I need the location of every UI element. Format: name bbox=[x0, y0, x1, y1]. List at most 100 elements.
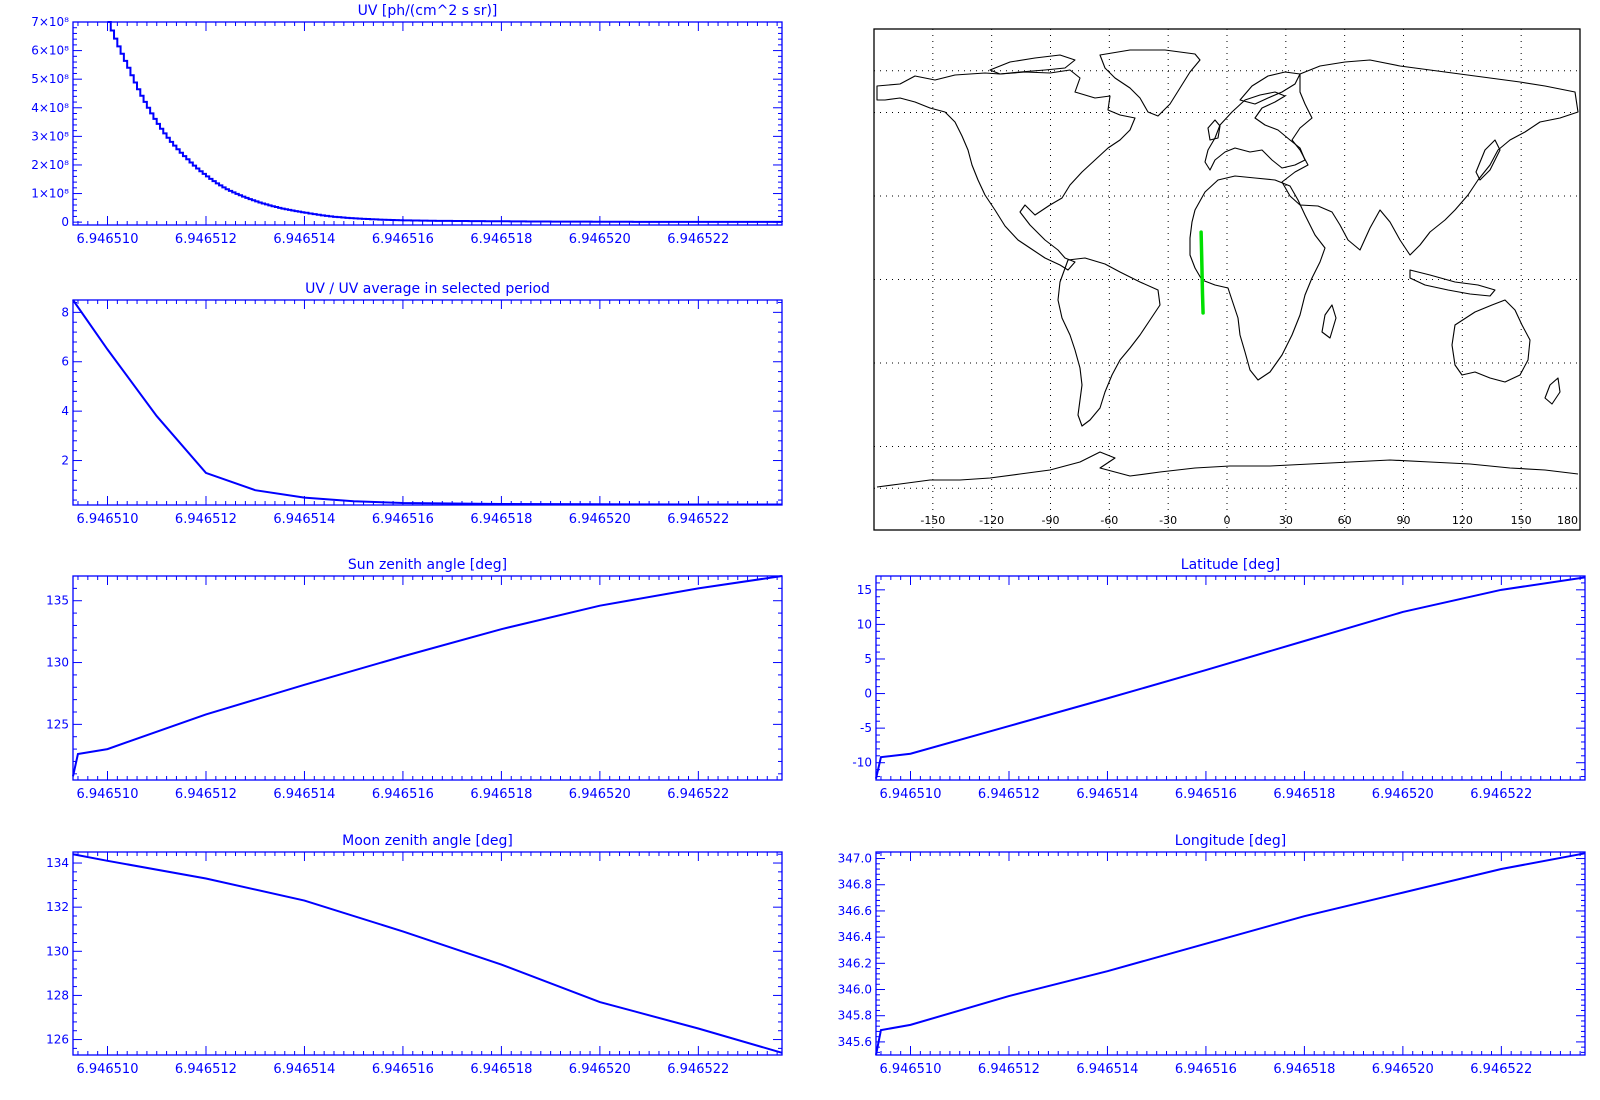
series-line-lon bbox=[875, 852, 1586, 1056]
x-tick-label: 6.946516 bbox=[1175, 1062, 1237, 1077]
y-tick-label: 128 bbox=[46, 988, 69, 1002]
y-tick-label: 346.8 bbox=[838, 878, 872, 892]
y-axis-ticks: 2 4 6 8 bbox=[61, 301, 782, 501]
coast-europe bbox=[1204, 91, 1306, 171]
x-tick-label: 6.946520 bbox=[569, 232, 631, 247]
y-tick-label: 346.6 bbox=[838, 904, 872, 918]
x-tick-label: 6.946512 bbox=[175, 232, 237, 247]
chart-title: UV / UV average in selected period bbox=[305, 281, 550, 297]
x-tick-label: 6.946522 bbox=[667, 1062, 729, 1077]
coast-asia bbox=[1281, 59, 1579, 256]
x-tick-label: 6.946514 bbox=[273, 512, 335, 527]
x-tick-label: 6.946518 bbox=[1273, 787, 1335, 802]
x-tick-label: 6.946514 bbox=[1076, 787, 1138, 802]
x-tick-label: 6.946522 bbox=[1470, 1062, 1532, 1077]
x-tick-label: 6.946516 bbox=[372, 512, 434, 527]
coast-new-zealand bbox=[1544, 377, 1561, 405]
map-lon-tick-label: -90 bbox=[1042, 514, 1060, 527]
x-tick-label: 6.946512 bbox=[175, 787, 237, 802]
y-axis-ticks: 345.6 345.8 346.0 346.2 346.4 346.6 346.8 347.0 bbox=[838, 852, 1585, 1053]
map-lon-tick-label: 0 bbox=[1224, 514, 1231, 527]
chart-title: UV [ph/(cm^2 s sr)] bbox=[358, 3, 498, 19]
map-lon-tick-label: 60 bbox=[1338, 514, 1352, 527]
y-tick-label: 346.4 bbox=[838, 930, 872, 944]
x-axis-ticks: 6.946510 6.946512 6.946514 6.946516 6.946518… bbox=[879, 852, 1581, 1077]
y-tick-label: 4 bbox=[61, 404, 69, 418]
x-tick-label: 6.946516 bbox=[372, 787, 434, 802]
y-tick-label: 10 bbox=[857, 617, 872, 631]
x-tick-label: 6.946518 bbox=[470, 1062, 532, 1077]
x-tick-label: 6.946510 bbox=[879, 1062, 941, 1077]
y-tick-label: -10 bbox=[852, 756, 872, 770]
x-axis-ticks: 6.946510 6.946512 6.946514 6.946516 6.946518… bbox=[76, 852, 778, 1077]
y-tick-label: 346.2 bbox=[838, 956, 872, 970]
x-tick-label: 6.946518 bbox=[470, 232, 532, 247]
coast-scandinavia bbox=[1239, 71, 1301, 105]
x-tick-label: 6.946514 bbox=[1076, 1062, 1138, 1077]
y-tick-label: 4×10⁸ bbox=[31, 101, 69, 115]
chart-panel-sza: Sun zenith angle [deg] 6.946510 6.946512 6.… bbox=[46, 557, 783, 802]
x-tick-label: 6.946518 bbox=[470, 787, 532, 802]
coast-north-america bbox=[876, 69, 1136, 271]
x-tick-label: 6.946512 bbox=[175, 1062, 237, 1077]
y-tick-label: -5 bbox=[860, 721, 872, 735]
map-longitude-tick-labels: -150 -120 -90 -60 -30 0 30 60 90 120 150 180 bbox=[920, 514, 1578, 527]
coast-arctic-islands bbox=[989, 54, 1076, 75]
plot-frame bbox=[72, 575, 783, 781]
map-lon-tick-label: 180 bbox=[1557, 514, 1578, 527]
map-lon-tick-label: 120 bbox=[1452, 514, 1473, 527]
coast-greenland bbox=[1099, 49, 1201, 117]
x-tick-label: 6.946520 bbox=[1372, 787, 1434, 802]
coast-britain bbox=[1207, 119, 1221, 141]
x-axis-ticks: 6.946510 6.946512 6.946514 6.946516 6.946518… bbox=[76, 22, 778, 247]
y-tick-label: 126 bbox=[46, 1033, 69, 1047]
plot-frame bbox=[875, 851, 1586, 1056]
y-tick-label: 135 bbox=[46, 594, 69, 608]
x-axis-ticks: 6.946510 6.946512 6.946514 6.946516 6.946518… bbox=[76, 576, 778, 802]
coast-indonesia bbox=[1409, 269, 1496, 297]
map-lon-tick-label: 30 bbox=[1279, 514, 1293, 527]
y-axis-ticks: 125 130 135 bbox=[46, 575, 782, 775]
map-lon-tick-label: 150 bbox=[1511, 514, 1532, 527]
x-tick-label: 6.946514 bbox=[273, 1062, 335, 1077]
y-tick-label: 15 bbox=[857, 583, 872, 597]
x-tick-label: 6.946512 bbox=[978, 1062, 1040, 1077]
x-tick-label: 6.946510 bbox=[76, 512, 138, 527]
y-tick-label: 6×10⁸ bbox=[31, 44, 69, 58]
chart-title: Longitude [deg] bbox=[1175, 833, 1286, 849]
x-tick-label: 6.946520 bbox=[569, 512, 631, 527]
y-tick-label: 2×10⁸ bbox=[31, 158, 69, 172]
world-map-panel: -150 -120 -90 -60 -30 0 30 60 90 120 150 180 bbox=[873, 28, 1581, 531]
series-line-uv_ratio bbox=[72, 299, 782, 506]
x-axis-ticks: 6.946510 6.946512 6.946514 6.946516 6.946518… bbox=[76, 300, 778, 527]
y-axis-ticks: 0 1×10⁸ 2×10⁸ 3×10⁸ 4×10⁸ 5×10⁸ 6×10⁸ 7×10⁸ bbox=[31, 15, 782, 229]
coast-south-america bbox=[1057, 257, 1161, 427]
y-tick-label: 5×10⁸ bbox=[31, 72, 69, 86]
y-tick-label: 345.8 bbox=[838, 1009, 872, 1023]
map-lon-tick-label: -60 bbox=[1100, 514, 1118, 527]
x-tick-label: 6.946518 bbox=[470, 512, 532, 527]
x-tick-label: 6.946516 bbox=[372, 1062, 434, 1077]
coast-australia bbox=[1451, 299, 1531, 383]
x-tick-label: 6.946510 bbox=[76, 787, 138, 802]
satellite-track bbox=[1199, 230, 1205, 315]
x-tick-label: 6.946512 bbox=[978, 787, 1040, 802]
chart-title: Sun zenith angle [deg] bbox=[348, 557, 507, 573]
y-tick-label: 6 bbox=[61, 355, 69, 369]
map-lon-tick-label: -150 bbox=[920, 514, 945, 527]
chart-panel-mza: Moon zenith angle [deg]6.946510 6.946512 6… bbox=[46, 833, 783, 1077]
x-tick-label: 6.946520 bbox=[569, 787, 631, 802]
map-lon-tick-label: -30 bbox=[1159, 514, 1177, 527]
x-tick-label: 6.946510 bbox=[76, 1062, 138, 1077]
y-tick-label: 347.0 bbox=[838, 852, 872, 866]
coast-madagascar bbox=[1321, 304, 1337, 339]
y-tick-label: 132 bbox=[46, 900, 69, 914]
plot-frame bbox=[72, 851, 783, 1056]
x-tick-label: 6.946514 bbox=[273, 232, 335, 247]
y-axis-ticks: 126 128 130 132 134 bbox=[46, 853, 782, 1049]
y-tick-label: 345.6 bbox=[838, 1035, 872, 1049]
chart-panel-lon: Longitude [deg] 6.946510 6.946512 6.946514 6… bbox=[838, 833, 1586, 1077]
y-tick-label: 0 bbox=[864, 687, 872, 701]
coast-antarctica bbox=[876, 451, 1579, 488]
